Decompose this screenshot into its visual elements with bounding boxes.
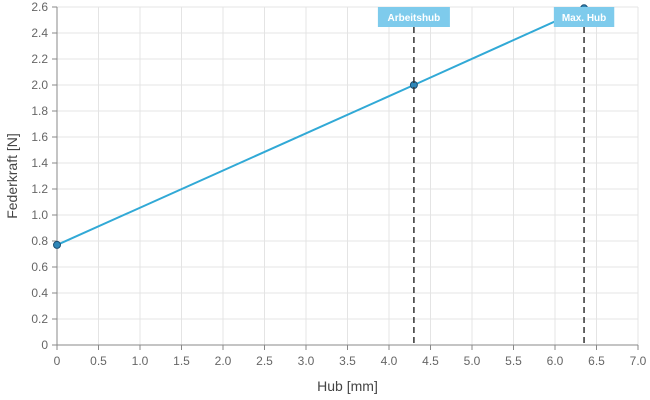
y-tick-label: 2.2	[31, 52, 48, 66]
y-tick-label: 0.8	[31, 234, 48, 248]
x-tick-label: 0	[54, 354, 61, 368]
x-tick-label: 2.0	[215, 354, 232, 368]
y-tick-label: 1.4	[31, 156, 48, 170]
x-axis-title: Hub [mm]	[317, 378, 378, 394]
y-tick-label: 1.0	[31, 208, 48, 222]
x-tick-label: 3.0	[298, 354, 315, 368]
y-tick-label: 1.8	[31, 104, 48, 118]
marker-label: Arbeitshub	[388, 13, 441, 24]
y-tick-label: 0.4	[31, 286, 48, 300]
marker-label-box	[377, 7, 450, 27]
series-line	[56, 7, 585, 246]
y-tick-label: 1.6	[31, 130, 48, 144]
y-tick-label: 2.0	[31, 78, 48, 92]
series-layer	[53, 4, 589, 249]
x-tick-label: 2.5	[256, 354, 273, 368]
y-tick-label: 0.2	[31, 312, 48, 326]
x-axis-ticks: 0 0.5 1.0 1.5 2.0 2.5 3.0 3.5 4.0 4.5 5.0 5.5 6.0 6.5…	[54, 345, 647, 368]
marker-label: Max. Hub	[562, 13, 606, 24]
marker-layer: Arbeitshub Max. Hub	[377, 7, 615, 345]
y-tick-label: 1.2	[31, 182, 48, 196]
x-tick-label: 4.0	[381, 354, 398, 368]
x-tick-label: 4.5	[422, 354, 439, 368]
data-point	[53, 240, 61, 249]
x-tick-label: 6.0	[547, 354, 564, 368]
x-tick-label: 6.5	[588, 354, 605, 368]
y-axis-title: Federkraft [N]	[4, 133, 20, 219]
x-tick-label: 5.5	[505, 354, 522, 368]
x-tick-label: 5.0	[464, 354, 481, 368]
y-tick-label: 0.6	[31, 260, 48, 274]
x-tick-label: 0.5	[90, 354, 107, 368]
marker-label-box	[553, 7, 615, 27]
grid	[56, 6, 639, 346]
x-tick-label: 3.5	[339, 354, 356, 368]
y-tick-label: 2.6	[31, 0, 48, 14]
x-tick-label: 1.5	[173, 354, 190, 368]
x-tick-label: 1.0	[132, 354, 149, 368]
y-tick-label: 0	[41, 338, 48, 352]
y-tick-label: 2.4	[31, 26, 48, 40]
y-axis-ticks: 0 0.2 0.4 0.6 0.8 1.0 1.2 1.4 1.6 1.8 2.0 2.2 2.4 2.6	[31, 0, 57, 352]
x-tick-label: 7.0	[630, 354, 647, 368]
